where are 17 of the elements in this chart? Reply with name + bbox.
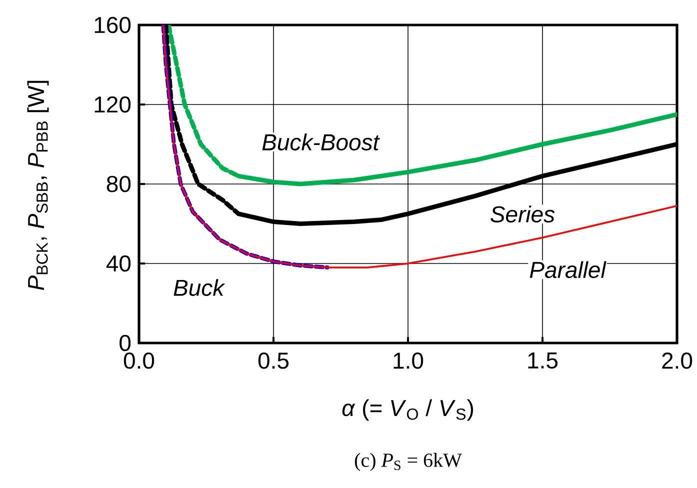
series-label: Buck bbox=[174, 279, 226, 296]
y-tick-label: 120 bbox=[94, 96, 131, 113]
series-label: Series bbox=[490, 206, 555, 222]
x-tick-label: 1.0 bbox=[394, 352, 424, 369]
text: P$_{BCK}$, P$_{SBB}$, P$_{PBB}$ [W] bbox=[27, 80, 49, 290]
y-tick-label: 160 bbox=[94, 16, 131, 34]
y-tick-label: 80 bbox=[106, 176, 131, 192]
series-label: Parallel bbox=[530, 261, 606, 278]
y-tick-label: 40 bbox=[106, 255, 131, 272]
x-tick-label: 0.0 bbox=[124, 352, 154, 369]
series-label: Buck-Boost bbox=[262, 134, 380, 150]
y-tick-label: 0 bbox=[120, 334, 131, 352]
text: (c) P$_{S}$ = 6kW bbox=[354, 452, 462, 472]
x-tick-label: 0.5 bbox=[258, 352, 289, 369]
x-tick-label: 1.5 bbox=[528, 352, 558, 369]
x-tick-label: 2.0 bbox=[662, 352, 692, 369]
x-axis-title: α (= V$_{O}$ / V$_{S}$) bbox=[342, 399, 474, 421]
